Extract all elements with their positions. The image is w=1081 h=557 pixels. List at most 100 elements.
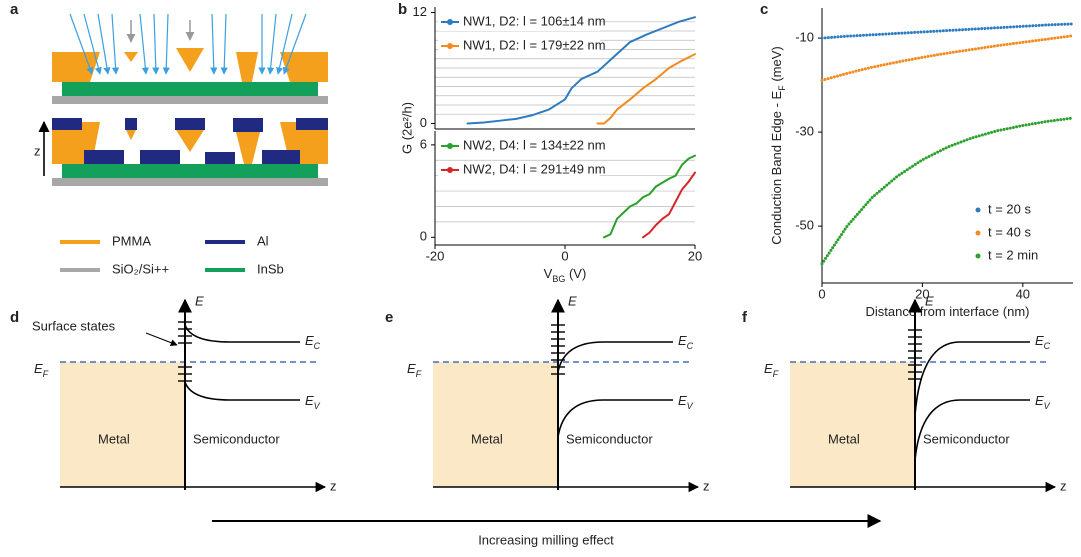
panel-label: b — [398, 1, 407, 18]
conduction-band — [557, 341, 673, 373]
panel-label: a — [10, 1, 19, 18]
series-line — [820, 34, 1075, 82]
semiconductor-label: Semiconductor — [566, 431, 653, 446]
schematic-shape — [125, 118, 137, 130]
y-axis-label-part: Conduction Band Edge - E — [769, 90, 784, 244]
schematic-shape — [52, 52, 100, 82]
legend-label: Al — [257, 233, 269, 248]
legend-box — [438, 137, 600, 155]
metal-label: Metal — [471, 431, 503, 446]
valence-label-part: V — [687, 401, 694, 411]
legend-dot — [975, 207, 981, 213]
panel-label: c — [760, 1, 768, 18]
y-tick-label: -50 — [795, 218, 814, 233]
schematic-shape — [205, 152, 235, 164]
conduction-band — [914, 341, 1030, 416]
schematic-shape — [124, 52, 138, 62]
valence-label-part: E — [678, 393, 687, 408]
legend-label: NW1, D2: l = 179±22 nm — [463, 37, 606, 52]
legend-label: t = 40 s — [988, 224, 1031, 239]
legend-label: NW1, D2: l = 106±14 nm — [463, 13, 606, 28]
z-label: z — [1060, 478, 1067, 493]
panel-label: f — [742, 309, 748, 326]
metal-region — [790, 362, 915, 487]
fermi-label-part: F — [416, 369, 422, 379]
y-tick-label: 6 — [420, 136, 427, 151]
fermi-label: EF — [764, 361, 779, 379]
valence-label: EV — [678, 393, 694, 411]
y-axis-label: G (2e²/h) — [399, 102, 414, 154]
legend-dot — [447, 19, 453, 25]
caption: Increasing milling effect — [478, 532, 614, 547]
fermi-label-part: E — [407, 361, 416, 376]
x-tick-label: 20 — [915, 286, 929, 301]
schematic-shape — [236, 52, 258, 82]
y-tick-label: 0 — [420, 229, 427, 244]
series-line — [603, 154, 696, 239]
x-axis-label: VBG (V) — [544, 266, 587, 284]
valence-label-part: E — [1035, 393, 1044, 408]
x-axis-label-part: BG — [552, 274, 565, 284]
energy-label: E — [568, 293, 577, 308]
surface-states-label: Surface states — [32, 318, 116, 333]
legend-label: NW2, D4: l = 134±22 nm — [463, 137, 606, 152]
conduction-label: EC — [1035, 333, 1051, 351]
series-line — [820, 116, 1075, 266]
legend-label: t = 20 s — [988, 201, 1031, 216]
valence-label-part: V — [314, 401, 321, 411]
schematic-shape — [176, 130, 204, 152]
schematic-shape — [62, 82, 318, 96]
y-tick-label: 0 — [420, 115, 427, 130]
schematic-shape — [296, 118, 328, 130]
conduction-label-part: E — [1035, 333, 1044, 348]
metal-region — [433, 362, 558, 487]
fermi-label-part: F — [43, 369, 49, 379]
energy-label: E — [925, 293, 934, 308]
valence-band — [184, 381, 300, 401]
series-line — [820, 22, 1075, 40]
schematic-shape — [176, 48, 204, 72]
schematic-shape — [262, 150, 300, 164]
schematic-shape — [236, 132, 260, 164]
valence-label: EV — [305, 393, 321, 411]
x-axis-label-part: V — [544, 266, 553, 281]
z-label: z — [703, 478, 710, 493]
x-tick-label: 0 — [561, 248, 568, 263]
semiconductor-label: Semiconductor — [923, 431, 1010, 446]
conduction-band — [184, 324, 300, 343]
schematic-shape — [52, 178, 328, 186]
fermi-label: EF — [34, 361, 49, 379]
schematic-shape — [140, 150, 180, 164]
valence-band — [914, 399, 1030, 461]
legend-box — [438, 161, 600, 179]
conduction-label-part: C — [687, 341, 694, 351]
legend-dot — [975, 253, 981, 259]
schematic-shape — [175, 118, 205, 130]
x-axis-label-part: Distance from interface (nm) — [866, 304, 1030, 319]
z-axis-label: z — [34, 143, 41, 158]
conduction-label: EC — [678, 333, 694, 351]
fermi-label-part: E — [764, 361, 773, 376]
legend-dot — [447, 143, 453, 149]
x-tick-label: 20 — [688, 248, 702, 263]
schematic-shape — [84, 150, 124, 164]
legend-label: t = 2 min — [988, 247, 1038, 262]
schematic-shape — [62, 164, 318, 178]
schematic-shape — [280, 52, 328, 82]
conduction-label: EC — [305, 333, 321, 351]
x-axis-label: Distance from interface (nm) — [866, 304, 1030, 319]
legend-box — [438, 13, 600, 31]
valence-label-part: E — [305, 393, 314, 408]
legend-label: PMMA — [112, 233, 151, 248]
metal-region — [60, 362, 185, 487]
panel-label: e — [385, 309, 393, 326]
x-axis-label-part: (V) — [565, 266, 586, 281]
legend-label: SiO₂/Si++ — [112, 261, 169, 276]
series-line — [596, 53, 696, 125]
schematic-shape — [52, 118, 82, 130]
conduction-label-part: C — [1044, 341, 1051, 351]
x-tick-label: -20 — [426, 248, 445, 263]
legend-label: NW2, D4: l = 291±49 nm — [463, 161, 606, 176]
series-line — [466, 16, 696, 125]
